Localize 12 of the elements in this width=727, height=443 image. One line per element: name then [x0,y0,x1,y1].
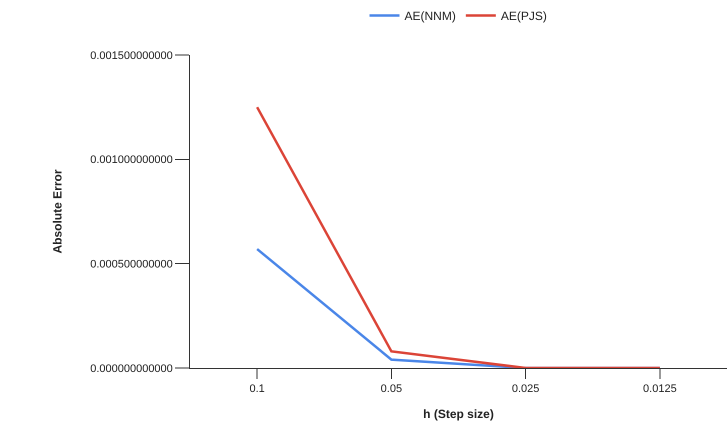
y-tick-label: 0.001000000000 [90,154,173,166]
legend-label: AE(PJS) [500,9,547,24]
x-tick-label: 0.025 [512,383,540,396]
x-tick-label: 0.1 [249,383,265,396]
y-tick-label: 0.000000000000 [90,362,173,375]
x-tick-label: 0.0125 [643,383,677,396]
y-axis-title: Absolute Error [50,169,65,254]
legend-label: AE(NNM) [404,9,456,24]
x-axis-title: h (Step size) [423,407,494,422]
y-tick-label: 0.001500000000 [90,50,173,62]
y-tick-label: 0.000500000000 [90,258,173,271]
x-tick-label: 0.05 [380,383,402,396]
